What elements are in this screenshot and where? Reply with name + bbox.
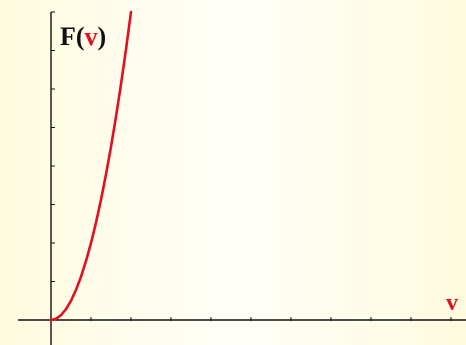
y-axis-label-suffix: ) [98, 22, 107, 51]
y-axis-label-prefix: F( [60, 22, 85, 51]
series-line [49, 10, 133, 322]
y-axis-label: F(v) [60, 22, 106, 51]
x-axis-label: v [446, 290, 458, 316]
y-axis-label-variable: v [85, 22, 98, 51]
